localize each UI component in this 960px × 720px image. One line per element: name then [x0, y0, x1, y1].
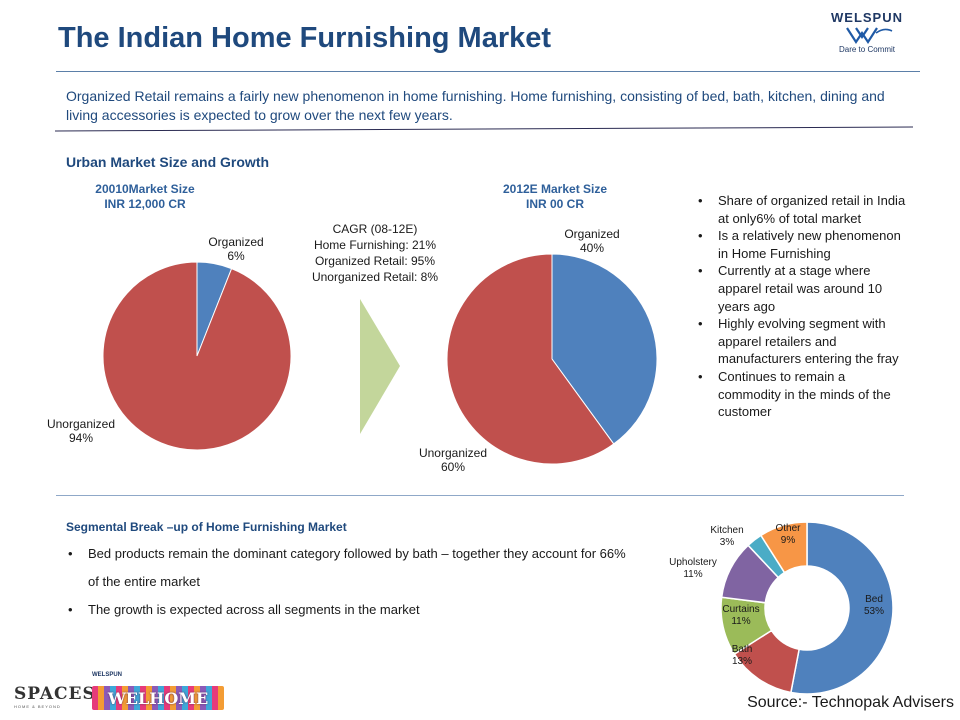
pie2012-title: 2012E Market Size: [502, 182, 608, 196]
donut-slice-bed: [790, 521, 894, 695]
cagr-line: Organized Retail: 95%: [314, 254, 436, 268]
label-value: 9%: [780, 535, 796, 546]
pie2012-subtitle: INR 00 CR: [525, 197, 584, 211]
pie-slice-unorganized: [446, 253, 615, 465]
label-value: 13%: [731, 656, 752, 667]
label-text: Organized: [208, 235, 264, 249]
title-divider: [56, 71, 920, 72]
welhome-top-mark: WELSPUN: [92, 672, 122, 678]
spaces-logo: SPACES HOME & BEYOND: [14, 684, 96, 709]
segment-donut-chart: [720, 521, 894, 695]
intro-underline: [55, 126, 914, 132]
label-text: Bed: [865, 594, 883, 605]
pie-slice-organized: [551, 253, 658, 445]
donut-label-other: Other 9%: [768, 523, 808, 547]
list-item: Share of organized retail in India at on…: [696, 192, 911, 227]
label-value: 60%: [440, 460, 466, 474]
source-note: Source:- Technopak Advisers: [747, 694, 954, 711]
urban-heading: Urban Market Size and Growth: [66, 154, 270, 170]
page-title: The Indian Home Furnishing Market: [58, 22, 552, 54]
welspun-w-icon: [846, 27, 893, 45]
label-value: 53%: [863, 606, 884, 617]
list-item: The growth is expected across all segmen…: [66, 596, 626, 624]
pie-slice-unorganized: [102, 261, 292, 451]
segmental-bullets: Bed products remain the dominant categor…: [66, 540, 626, 624]
donut-label-upholstery: Upholstery 11%: [662, 557, 724, 581]
donut-label-bed: Bed 53%: [848, 594, 900, 618]
label-value: 40%: [579, 241, 605, 255]
label-text: Unorganized: [418, 446, 488, 460]
pie2012-organized-label: Organized 40%: [552, 227, 632, 255]
list-item: Is a relatively new phenomenon in Home F…: [696, 227, 911, 262]
intro-text: Organized Retail remains a fairly new ph…: [66, 88, 885, 123]
cagr-line: CAGR (08-12E): [332, 222, 418, 236]
welspun-logo: WELSPUN Dare to Commit: [812, 10, 922, 60]
welhome-logo: WELSPUN WELHOME: [92, 672, 224, 710]
list-item: Continues to remain a commodity in the m…: [696, 368, 911, 421]
spaces-wordmark: SPACES: [14, 684, 96, 704]
cagr-line: Home Furnishing: 21%: [313, 238, 437, 252]
welhome-badge: WELHOME: [92, 686, 224, 710]
cagr-text: CAGR (08-12E) Home Furnishing: 21% Organ…: [300, 221, 450, 285]
donut-slice-other: [759, 521, 808, 574]
segmental-heading: Segmental Break –up of Home Furnishing M…: [66, 520, 347, 534]
list-item: Highly evolving segment with apparel ret…: [696, 315, 911, 368]
market-size-pies: [102, 253, 658, 465]
label-value: 94%: [68, 431, 94, 445]
list-item: Currently at a stage where apparel retai…: [696, 262, 911, 315]
welspun-tagline: Dare to Commit: [838, 45, 895, 54]
label-text: Unorganized: [46, 417, 116, 431]
market-insights-list: Share of organized retail in India at on…: [696, 192, 911, 421]
pie2010-organized-label: Organized 6%: [196, 235, 276, 263]
growth-arrow-icon: [360, 299, 400, 434]
welhome-wordmark: WELHOME: [107, 688, 209, 708]
donut-label-curtains: Curtains 11%: [716, 604, 766, 628]
pie2010-title: 20010Market Size: [95, 182, 195, 196]
welspun-wordmark: WELSPUN: [831, 10, 903, 25]
label-text: Upholstery: [669, 557, 717, 568]
pie2012-unorganized-label: Unorganized 60%: [410, 446, 496, 474]
label-value: 11%: [683, 569, 703, 580]
label-text: Organized: [564, 227, 620, 241]
segmental-section: Segmental Break –up of Home Furnishing M…: [66, 520, 626, 624]
label-value: 11%: [731, 616, 751, 627]
pie2010-unorganized-label: Unorganized 94%: [38, 417, 124, 445]
section-divider: [56, 495, 904, 496]
pie2010-subtitle: INR 12,000 CR: [104, 197, 186, 211]
label-text: Kitchen: [710, 525, 744, 536]
list-item: Bed products remain the dominant categor…: [66, 540, 628, 596]
label-text: Other: [775, 523, 801, 534]
donut-label-kitchen: Kitchen 3%: [704, 525, 750, 549]
label-text: Bath: [731, 644, 753, 655]
label-text: Curtains: [722, 604, 760, 615]
label-value: 6%: [227, 249, 245, 263]
cagr-line: Unorganized Retail: 8%: [311, 270, 439, 284]
spaces-subline: HOME & BEYOND: [14, 704, 61, 709]
donut-label-bath: Bath 13%: [722, 644, 762, 668]
label-value: 3%: [719, 537, 735, 548]
